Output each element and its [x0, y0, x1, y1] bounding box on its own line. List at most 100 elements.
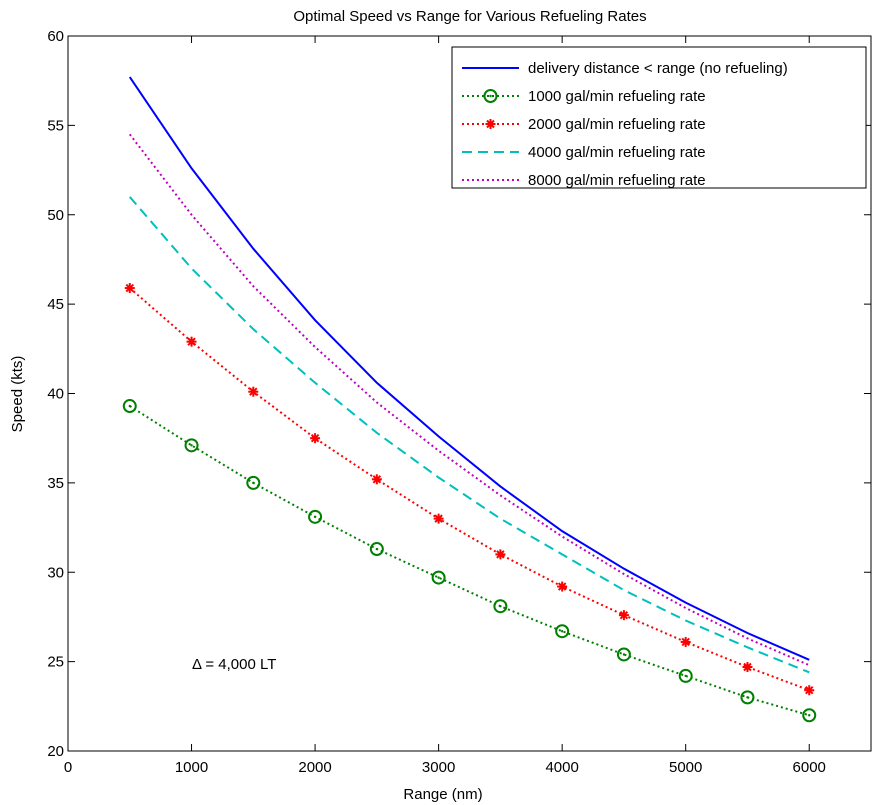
- circle-marker-ring: [493, 599, 508, 614]
- delta-annotation: Δ = 4,000 LT: [192, 656, 276, 673]
- data-point-2: [804, 685, 815, 696]
- data-point-1: [802, 708, 817, 723]
- y-tick-label: 20: [47, 743, 64, 760]
- legend-entry-0: delivery distance < range (no refueling): [462, 60, 788, 77]
- circle-marker-dot: [252, 481, 255, 485]
- star-stroke: [249, 387, 258, 396]
- circle-marker-ring: [802, 708, 817, 723]
- circle-marker-dot: [375, 547, 379, 551]
- x-tick-label: 0: [64, 759, 72, 776]
- y-tick-label: 40: [47, 386, 64, 403]
- data-point-2: [495, 549, 506, 560]
- circle-marker-dot: [499, 605, 502, 608]
- star-stroke: [805, 686, 814, 695]
- legend: delivery distance < range (no refueling)…: [451, 46, 867, 189]
- data-point-1: [616, 647, 631, 662]
- star-stroke: [496, 550, 505, 559]
- series-line-4: [128, 133, 810, 667]
- star-stroke: [434, 514, 443, 523]
- circle-marker-dot: [560, 630, 564, 633]
- y-tick-label: 45: [47, 296, 64, 313]
- legend-label: 2000 gal/min refueling rate: [528, 116, 706, 133]
- x-tick-label: 1000: [175, 759, 208, 776]
- x-tick-label: 3000: [422, 759, 455, 776]
- series-line-1: [129, 405, 810, 717]
- y-tick-label: 55: [47, 117, 64, 134]
- y-tick-label: 60: [47, 28, 64, 45]
- circle-marker-ring: [555, 624, 570, 639]
- circle-marker-dot: [313, 515, 317, 519]
- circle-marker-ring: [308, 509, 323, 524]
- legend-box: [451, 46, 867, 189]
- circle-marker-ring: [246, 475, 261, 490]
- series-1: [122, 399, 817, 723]
- series-4: [128, 133, 810, 667]
- legend-entry-2: 2000 gal/min refueling rate: [462, 116, 706, 133]
- data-point-2: [433, 513, 444, 524]
- y-tick-label: 50: [47, 207, 64, 224]
- data-point-2: [618, 610, 629, 621]
- data-point-2: [124, 283, 135, 294]
- circle-marker-ring: [431, 570, 446, 585]
- data-point-1: [184, 438, 199, 453]
- data-point-1: [678, 668, 693, 683]
- data-point-1: [246, 475, 261, 490]
- legend-marker: [485, 119, 496, 129]
- star-stroke: [310, 433, 320, 443]
- y-axis-title: Speed (kts): [9, 356, 26, 433]
- x-tick-label: 4000: [545, 759, 578, 776]
- x-tick-label: 2000: [298, 759, 331, 776]
- axis-ticks: 0 1000 2000 3000 4000 5000 6000 20 25 30 35 40 45 50 5…: [47, 28, 871, 776]
- star-stroke: [125, 283, 134, 293]
- circle-marker-ring: [122, 399, 137, 414]
- circle-marker-ring: [184, 438, 199, 453]
- series-layer: [122, 76, 817, 723]
- star-stroke: [619, 610, 629, 620]
- series-line-0: [128, 76, 810, 661]
- data-point-1: [308, 509, 323, 524]
- circle-marker-dot: [684, 674, 687, 678]
- data-point-1: [555, 624, 570, 639]
- x-tick-label: 6000: [793, 759, 826, 776]
- star-stroke: [486, 119, 495, 129]
- star-stroke: [557, 582, 567, 591]
- circle-marker-ring: [678, 668, 693, 683]
- circle-marker-dot: [622, 653, 626, 656]
- circle-marker-dot: [489, 94, 492, 98]
- circle-marker-dot: [128, 404, 131, 408]
- circle-marker-ring: [740, 690, 755, 705]
- data-point-1: [369, 542, 384, 557]
- y-tick-label: 30: [47, 564, 64, 581]
- data-point-2: [557, 581, 568, 592]
- y-tick-label: 35: [47, 475, 64, 492]
- series-line-2: [129, 287, 810, 692]
- data-point-1: [493, 599, 508, 614]
- star-stroke: [372, 475, 382, 484]
- legend-label: 1000 gal/min refueling rate: [528, 88, 706, 105]
- star-stroke: [187, 337, 196, 346]
- legend-entry-3: 4000 gal/min refueling rate: [462, 144, 706, 161]
- data-point-1: [122, 399, 137, 414]
- data-point-2: [742, 661, 753, 672]
- series-3: [129, 196, 810, 674]
- circle-marker-dot: [437, 576, 440, 579]
- circle-marker-ring: [483, 89, 498, 103]
- legend-label: delivery distance < range (no refueling): [528, 60, 788, 77]
- star-stroke: [681, 637, 690, 647]
- legend-entry-4: 8000 gal/min refueling rate: [462, 172, 706, 189]
- y-tick-label: 25: [47, 654, 64, 671]
- circle-marker-dot: [190, 444, 193, 447]
- star-stroke: [743, 662, 752, 672]
- x-tick-label: 5000: [669, 759, 702, 776]
- circle-marker-ring: [616, 647, 631, 662]
- series-line-3: [129, 196, 810, 674]
- series-0: [128, 76, 810, 661]
- circle-marker-ring: [369, 542, 384, 557]
- data-point-2: [680, 636, 691, 647]
- data-point-2: [248, 386, 259, 397]
- chart-title: Optimal Speed vs Range for Various Refue…: [293, 8, 646, 25]
- circle-marker-dot: [746, 696, 749, 699]
- legend-marker: [483, 89, 498, 103]
- x-axis-title: Range (nm): [403, 786, 482, 803]
- data-point-2: [310, 433, 321, 444]
